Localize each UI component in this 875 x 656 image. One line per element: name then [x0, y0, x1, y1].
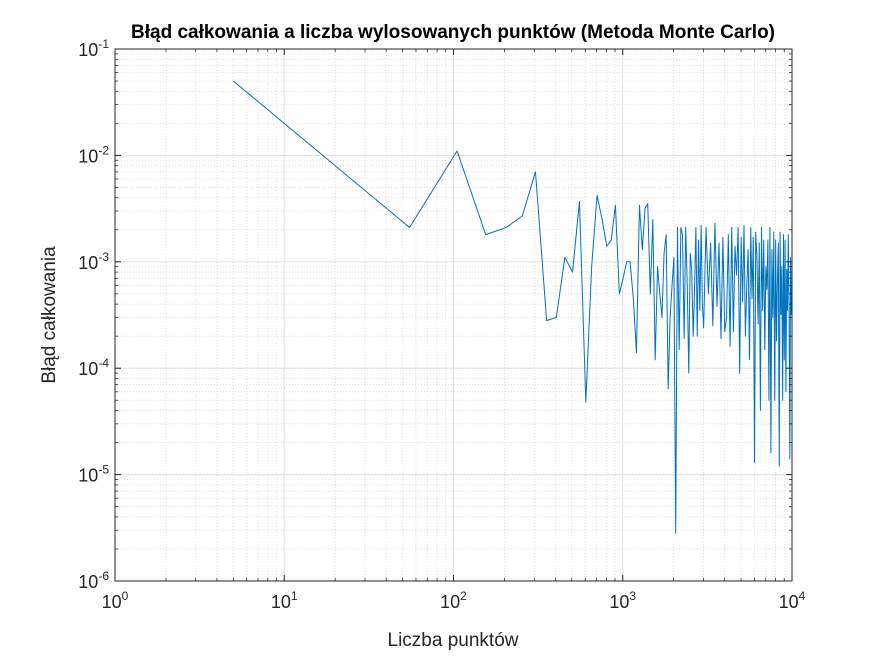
- y-axis-label: Błąd całkowania: [39, 246, 60, 384]
- chart-title: Błąd całkowania a liczba wylosowanych pu…: [131, 22, 775, 43]
- x-tick-label: 101: [271, 589, 298, 612]
- axis-tick-marks: [114, 48, 793, 582]
- minor-gridlines: [115, 49, 792, 581]
- y-tick-label: 10-6: [78, 569, 109, 592]
- y-tick-label: 10-2: [78, 143, 109, 166]
- x-tick-labels: 100 101 102 103 104: [102, 589, 806, 612]
- y-tick-labels: 10-6 10-5 10-4 10-3 10-2 10-1: [78, 37, 109, 592]
- x-tick-label: 104: [779, 589, 806, 612]
- x-axis-label: Liczba punktów: [388, 630, 519, 651]
- x-tick-label: 102: [440, 589, 467, 612]
- y-tick-label: 10-4: [78, 356, 109, 379]
- x-tick-label: 103: [609, 589, 636, 612]
- error-series-line: [232, 80, 793, 534]
- y-tick-label: 10-5: [78, 463, 109, 486]
- x-tick-label: 100: [102, 589, 129, 612]
- y-tick-label: 10-3: [78, 250, 109, 273]
- y-tick-label: 10-1: [78, 37, 109, 60]
